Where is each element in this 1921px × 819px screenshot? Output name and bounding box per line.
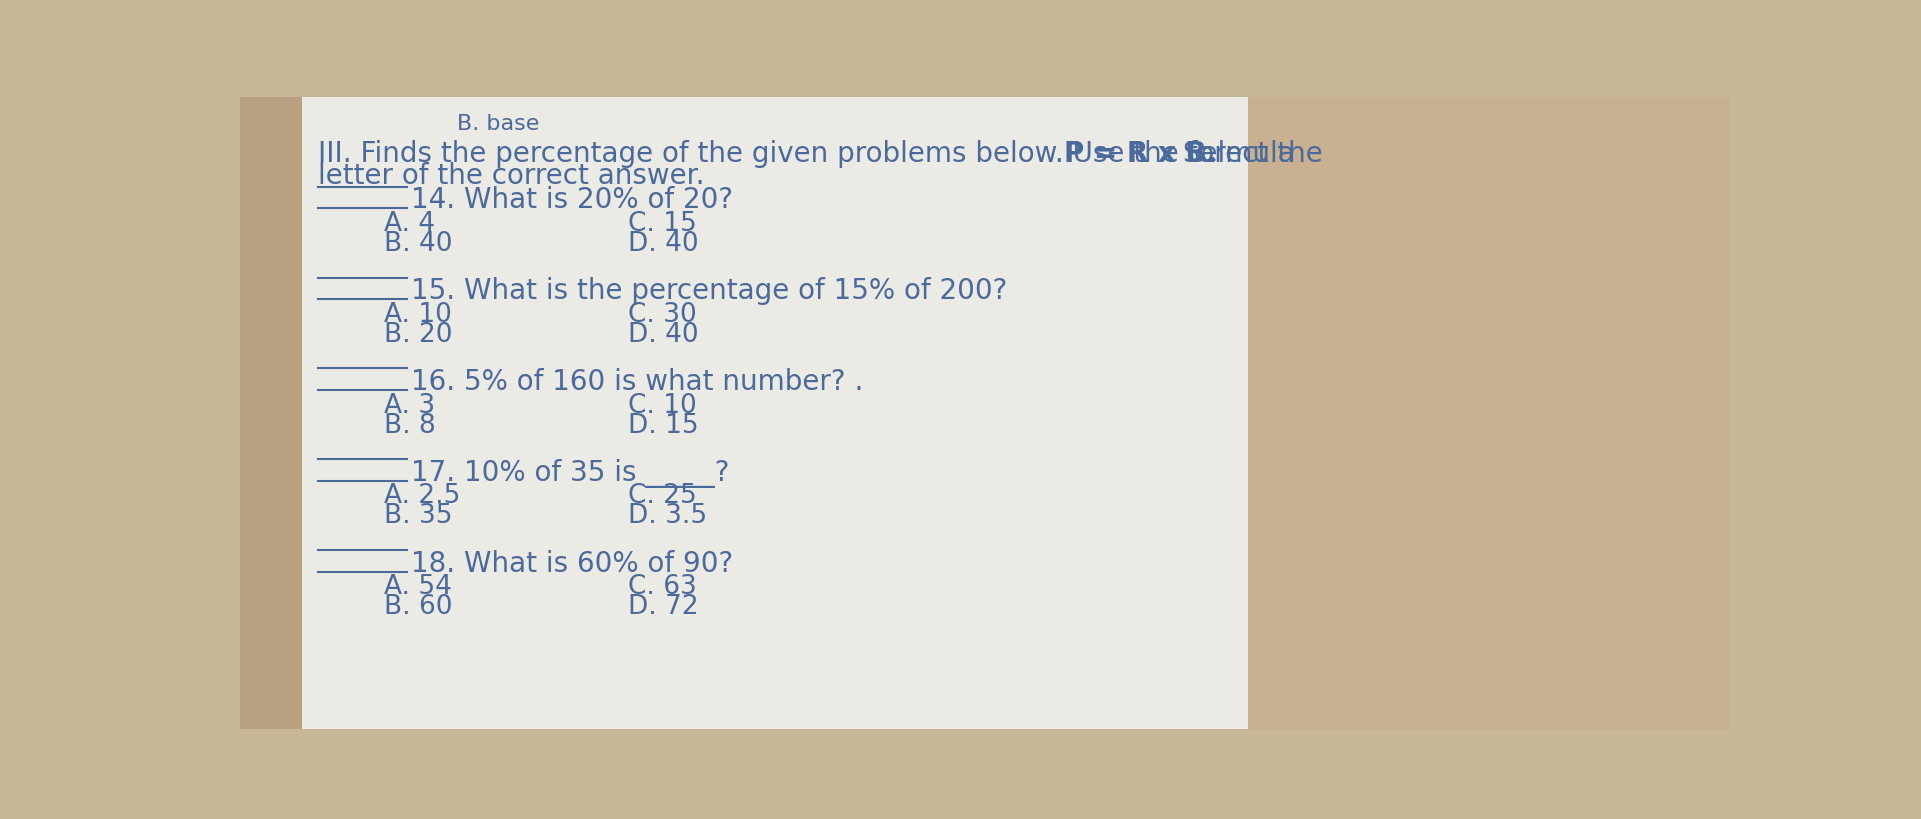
Text: C. 63: C. 63 xyxy=(628,573,697,600)
Text: 14. What is 20% of 20?: 14. What is 20% of 20? xyxy=(411,186,732,214)
Text: B. 60: B. 60 xyxy=(384,594,451,619)
Text: B. 35: B. 35 xyxy=(384,503,451,529)
Text: B. base: B. base xyxy=(457,114,540,133)
Text: A. 4: A. 4 xyxy=(384,210,434,237)
Text: 17. 10% of 35 is _____?: 17. 10% of 35 is _____? xyxy=(411,458,730,487)
Text: 15. What is the percentage of 15% of 200?: 15. What is the percentage of 15% of 200… xyxy=(411,277,1007,305)
Text: C. 25: C. 25 xyxy=(628,483,697,509)
Bar xyxy=(1247,98,1729,729)
Text: A. 3: A. 3 xyxy=(384,392,434,418)
Text: A. 2.5: A. 2.5 xyxy=(384,483,459,509)
Text: D. 40: D. 40 xyxy=(628,321,697,347)
Text: D. 40: D. 40 xyxy=(628,231,697,256)
Text: P = R x B.: P = R x B. xyxy=(1064,140,1218,168)
Text: A. 10: A. 10 xyxy=(384,301,451,328)
Text: D. 72: D. 72 xyxy=(628,594,697,619)
Bar xyxy=(302,98,1247,729)
Text: letter of the correct answer.: letter of the correct answer. xyxy=(317,161,705,189)
Text: C. 15: C. 15 xyxy=(628,210,697,237)
Text: C. 30: C. 30 xyxy=(628,301,697,328)
Text: B. 40: B. 40 xyxy=(384,231,451,256)
Text: A. 54: A. 54 xyxy=(384,573,451,600)
Text: D. 15: D. 15 xyxy=(628,412,697,438)
Text: C. 10: C. 10 xyxy=(628,392,697,418)
Bar xyxy=(240,98,302,729)
Text: 18. What is 60% of 90?: 18. What is 60% of 90? xyxy=(411,549,734,577)
Text: Select the: Select the xyxy=(1174,140,1324,168)
Text: B. 20: B. 20 xyxy=(384,321,451,347)
Text: D. 3.5: D. 3.5 xyxy=(628,503,707,529)
Text: III. Finds the percentage of the given problems below. Use the formula: III. Finds the percentage of the given p… xyxy=(317,140,1302,168)
Text: 16. 5% of 160 is what number? .: 16. 5% of 160 is what number? . xyxy=(411,368,863,396)
Text: B. 8: B. 8 xyxy=(384,412,436,438)
